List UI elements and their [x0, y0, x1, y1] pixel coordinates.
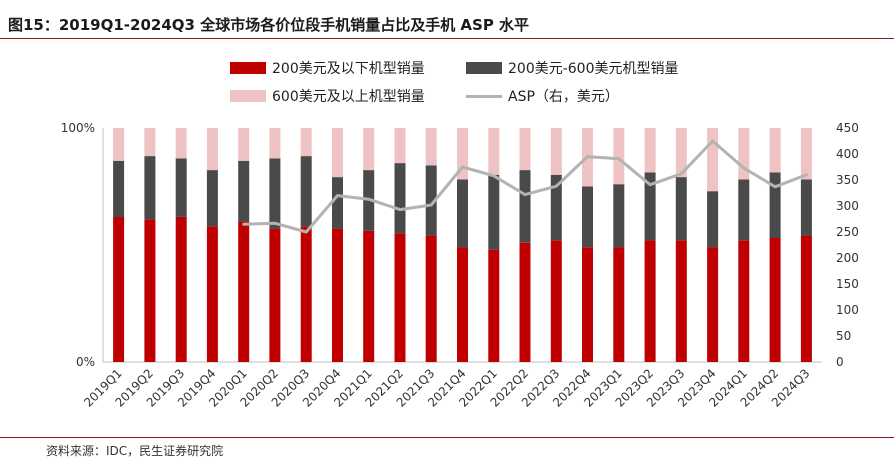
source-divider — [0, 437, 894, 438]
y-right-tick-label: 200 — [836, 251, 859, 265]
y-right-tick-label: 0 — [836, 355, 844, 369]
bar-segment-low — [582, 247, 593, 362]
legend-label-low: 200美元及以下机型销量 — [272, 61, 425, 77]
bar-segment-low — [457, 247, 468, 362]
source-note: 资料来源：IDC，民生证券研究院 — [46, 444, 224, 458]
bar-segment-low — [332, 228, 343, 362]
legend-item-low: 200美元及以下机型销量 — [230, 58, 425, 78]
bar-segment-low — [738, 240, 750, 362]
bar-segment-low — [144, 219, 156, 362]
y-right-tick-label: 300 — [836, 199, 859, 213]
bar-segment-mid — [425, 165, 437, 236]
bar-segment-high — [457, 128, 468, 180]
y-right-tick-label: 50 — [836, 329, 851, 343]
bar-segment-high — [394, 128, 406, 164]
bar-segment-low — [175, 216, 187, 362]
legend-item-asp: ASP（右，美元） — [466, 86, 619, 106]
bar-segment-mid — [769, 172, 781, 238]
bar-segment-mid — [175, 158, 187, 217]
bar-segment-low — [675, 240, 687, 362]
bar-segment-low — [519, 242, 531, 362]
bar-segment-mid — [269, 158, 281, 229]
bar-segment-mid — [238, 160, 250, 222]
bar-segment-low — [644, 240, 656, 362]
asp-line — [242, 139, 808, 234]
bar-segment-high — [144, 128, 156, 157]
bar-segment-mid — [206, 170, 218, 227]
bar-segment-low — [613, 247, 625, 362]
legend-label-asp: ASP（右，美元） — [508, 89, 619, 105]
title-divider — [0, 38, 894, 39]
y-right-tick-label: 250 — [836, 225, 859, 239]
bar-segment-low — [488, 249, 500, 362]
bar-segment-mid — [457, 179, 468, 248]
bar-segment-mid — [738, 179, 750, 241]
bar-segment-high — [113, 128, 125, 161]
bar-segment-mid — [613, 184, 625, 248]
y-right-tick-label: 400 — [836, 147, 859, 161]
bar-segment-high — [269, 128, 281, 159]
y-right-tick-label: 350 — [836, 173, 859, 187]
bar-segment-mid — [582, 186, 593, 248]
bar-segment-mid — [707, 191, 719, 248]
bar-segment-high — [363, 128, 375, 171]
legend-label-high: 600美元及以上机型销量 — [272, 89, 425, 105]
bar-segment-high — [613, 128, 625, 185]
bar-segment-high — [206, 128, 218, 171]
bar-segment-mid — [394, 163, 406, 234]
legend-swatch-asp — [466, 94, 502, 98]
bar-segment-high — [644, 128, 656, 173]
legend-item-mid: 200美元-600美元机型销量 — [466, 58, 679, 78]
bar-segment-low — [769, 238, 781, 362]
bar-segment-low — [550, 240, 562, 362]
bar-segment-high — [550, 128, 562, 175]
bar-segment-mid — [519, 170, 531, 243]
figure-title: 图15：2019Q1-2024Q3 全球市场各价位段手机销量占比及手机 ASP … — [8, 16, 530, 34]
y-left-tick-label: 0% — [76, 355, 95, 369]
bar-segment-high — [675, 128, 687, 178]
bar-segment-mid — [144, 156, 156, 220]
bar-segment-low — [800, 235, 812, 362]
bar-segment-high — [425, 128, 437, 166]
legend-swatch-high — [230, 90, 266, 102]
bar-segment-high — [488, 128, 500, 175]
bar-segment-mid — [644, 172, 656, 241]
bar-segment-low — [363, 231, 375, 362]
bar-segment-high — [175, 128, 187, 159]
bar-segment-low — [238, 221, 250, 362]
bar-segment-high — [519, 128, 531, 171]
bar-segment-mid — [800, 179, 812, 236]
bar-segment-mid — [675, 177, 687, 241]
bar-segment-low — [394, 233, 406, 362]
bar-segment-high — [707, 128, 719, 192]
bar-segment-high — [769, 128, 781, 173]
bar-segment-mid — [332, 177, 343, 229]
bar-segment-low — [113, 216, 125, 362]
y-right-tick-label: 100 — [836, 303, 859, 317]
bar-segment-mid — [550, 174, 562, 241]
bar-segment-mid — [488, 174, 500, 250]
y-left-tick-label: 100% — [61, 121, 95, 135]
y-right-tick-label: 450 — [836, 121, 859, 135]
bar-segment-high — [800, 128, 812, 180]
bar-segment-low — [300, 226, 312, 362]
bar-segment-mid — [300, 156, 312, 227]
y-right-tick-label: 150 — [836, 277, 859, 291]
bar-segment-high — [332, 128, 343, 178]
legend-swatch-mid — [466, 62, 502, 74]
bar-segment-high — [300, 128, 312, 157]
legend-swatch-low — [230, 62, 266, 74]
bar-segment-high — [238, 128, 250, 161]
bar-segment-low — [269, 228, 281, 362]
bar-segment-low — [206, 226, 218, 362]
bar-segment-mid — [113, 160, 125, 217]
bar-segment-high — [738, 128, 750, 180]
legend-item-high: 600美元及以上机型销量 — [230, 86, 425, 106]
bar-segment-low — [425, 235, 437, 362]
legend-label-mid: 200美元-600美元机型销量 — [508, 61, 679, 77]
bar-segment-low — [707, 247, 719, 362]
